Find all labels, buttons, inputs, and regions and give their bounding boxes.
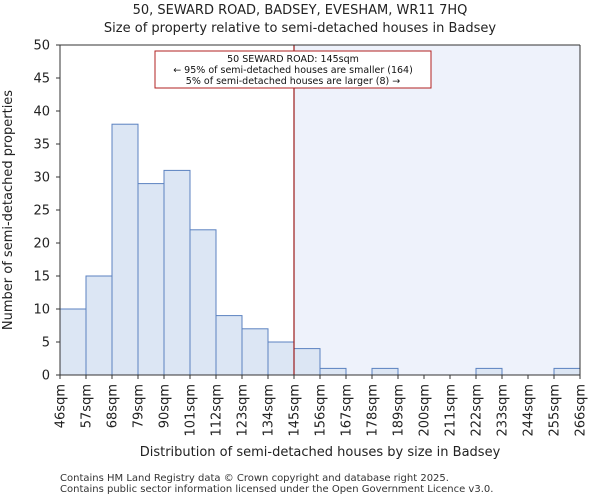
histogram-bar bbox=[189, 229, 217, 376]
histogram-bar bbox=[85, 275, 113, 376]
histogram-bar bbox=[475, 367, 503, 376]
histogram-bar bbox=[371, 367, 399, 376]
x-tick-label: 57sqm bbox=[80, 384, 95, 428]
x-tick-label: 211sqm bbox=[444, 384, 459, 437]
x-tick-label: 156sqm bbox=[314, 384, 329, 437]
x-tick-label: 90sqm bbox=[158, 384, 173, 428]
chart-title: 50, SEWARD ROAD, BADSEY, EVESHAM, WR11 7… bbox=[132, 3, 468, 18]
x-tick-label: 200sqm bbox=[418, 384, 433, 437]
x-tick-label: 101sqm bbox=[184, 384, 199, 437]
annotation-line: 50 SEWARD ROAD: 145sqm bbox=[227, 54, 359, 65]
x-tick-label: 46sqm bbox=[54, 384, 69, 428]
x-tick-label: 255sqm bbox=[548, 384, 563, 437]
y-tick-label: 25 bbox=[33, 204, 50, 219]
y-tick-label: 5 bbox=[42, 336, 50, 351]
y-tick-label: 30 bbox=[33, 171, 50, 186]
histogram-bar bbox=[267, 341, 295, 376]
x-tick-label: 134sqm bbox=[262, 384, 277, 437]
histogram-bar bbox=[59, 308, 87, 376]
y-tick-label: 10 bbox=[33, 303, 50, 318]
y-tick-label: 0 bbox=[42, 369, 50, 384]
y-tick-label: 40 bbox=[33, 105, 50, 120]
larger-region-shade bbox=[294, 45, 580, 375]
histogram-bar bbox=[241, 328, 269, 376]
histogram-bar bbox=[215, 315, 243, 376]
histogram-bar bbox=[293, 348, 321, 376]
x-tick-label: 145sqm bbox=[288, 384, 303, 437]
x-tick-label: 244sqm bbox=[522, 384, 537, 437]
annotation-line: 5% of semi-detached houses are larger (8… bbox=[186, 76, 400, 87]
histogram-bar bbox=[319, 367, 347, 376]
x-tick-label: 189sqm bbox=[392, 384, 407, 437]
x-tick-label: 123sqm bbox=[236, 384, 251, 437]
footer-licence: Contains public sector information licen… bbox=[60, 484, 494, 495]
histogram-bar bbox=[163, 169, 191, 376]
histogram-bar bbox=[137, 183, 165, 376]
x-tick-label: 233sqm bbox=[496, 384, 511, 437]
x-tick-label: 68sqm bbox=[106, 384, 121, 428]
chart-subtitle: Size of property relative to semi-detach… bbox=[103, 21, 497, 36]
y-tick-label: 50 bbox=[33, 39, 50, 54]
x-axis-label: Distribution of semi-detached houses by … bbox=[140, 445, 501, 460]
y-tick-label: 35 bbox=[33, 138, 50, 153]
x-tick-label: 112sqm bbox=[210, 384, 225, 437]
y-tick-label: 20 bbox=[33, 237, 50, 252]
y-tick-label: 15 bbox=[33, 270, 50, 285]
annotation-line: ← 95% of semi-detached houses are smalle… bbox=[173, 65, 413, 76]
histogram-bar bbox=[553, 367, 581, 376]
x-tick-label: 266sqm bbox=[574, 384, 589, 437]
y-axis-label: Number of semi-detached properties bbox=[1, 90, 16, 330]
footer-copyright: Contains HM Land Registry data © Crown c… bbox=[60, 473, 449, 484]
histogram-bar bbox=[111, 123, 139, 376]
x-tick-label: 79sqm bbox=[132, 384, 147, 428]
x-tick-label: 167sqm bbox=[340, 384, 355, 437]
annotation-box bbox=[154, 50, 432, 89]
y-tick-label: 45 bbox=[33, 72, 50, 87]
x-tick-label: 178sqm bbox=[366, 384, 381, 437]
x-tick-label: 222sqm bbox=[470, 384, 485, 437]
